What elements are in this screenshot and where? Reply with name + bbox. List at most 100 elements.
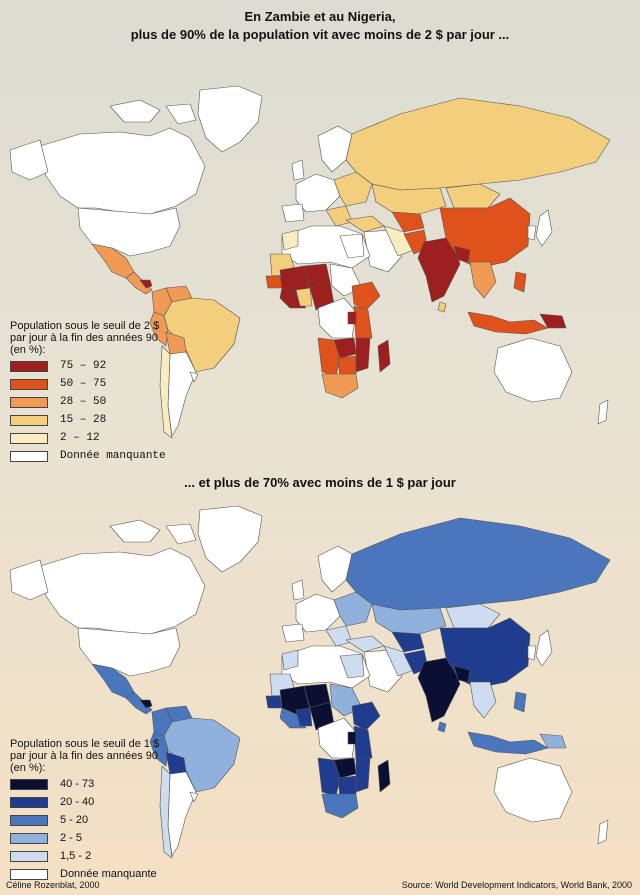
senegal-gambia xyxy=(265,275,283,289)
legend-swatch xyxy=(10,868,48,880)
sri-lanka xyxy=(437,721,447,733)
indonesia xyxy=(467,731,549,755)
angola-namibia xyxy=(317,757,341,797)
scandinavia xyxy=(317,545,353,593)
bangladesh-nepal xyxy=(453,245,471,263)
arctic-islands xyxy=(109,519,197,545)
ethiopia xyxy=(351,701,381,731)
morocco xyxy=(281,229,299,251)
legend-label: 28 – 50 xyxy=(60,396,107,408)
kenya-tanzania xyxy=(353,305,373,341)
bottom-map-title: ... et plus de 70% avec moins de 1 $ par… xyxy=(184,475,456,490)
legend-label: 1,5 - 2 xyxy=(60,850,92,862)
iberia xyxy=(281,623,305,643)
new-zealand xyxy=(597,399,609,425)
chile xyxy=(159,765,173,859)
usa xyxy=(77,627,181,677)
mongolia xyxy=(445,603,501,629)
legend-label: 20 - 40 xyxy=(60,796,95,808)
central-america xyxy=(125,691,153,715)
central-america xyxy=(125,271,153,295)
burkina-ghana xyxy=(295,707,313,727)
mainland-sea xyxy=(469,681,497,719)
ethiopia xyxy=(351,281,381,311)
legend-2-dollar: Population sous le seuil de 2 $ par jour… xyxy=(10,320,175,464)
legend-label: 2 - 5 xyxy=(60,832,83,844)
alaska xyxy=(9,559,49,601)
legend-swatch xyxy=(10,396,48,408)
indonesia xyxy=(467,311,549,335)
korea xyxy=(527,225,537,241)
top-map-title: En Zambie et au Nigeria, plus de 90% de … xyxy=(0,8,640,44)
legend-item: 50 – 75 xyxy=(10,376,175,392)
data-source: Source: World Development Indicators, Wo… xyxy=(401,880,632,890)
greenland xyxy=(197,85,263,153)
papua xyxy=(539,313,567,329)
greenland xyxy=(197,505,263,573)
uruguay xyxy=(189,791,199,803)
legend-item: 40 - 73 xyxy=(10,776,175,792)
japan xyxy=(535,629,553,667)
uganda-rwanda xyxy=(347,731,357,745)
top-title-line1: En Zambie et au Nigeria, xyxy=(244,9,396,24)
arctic-islands xyxy=(109,99,197,125)
alaska xyxy=(9,139,49,181)
mozambique xyxy=(355,337,371,373)
iberia xyxy=(281,203,305,223)
western-europe xyxy=(295,593,341,633)
peru xyxy=(149,311,169,347)
south-africa xyxy=(321,373,359,399)
legend-item: Donnée manquante xyxy=(10,866,175,882)
legend-title: Population sous le seuil de 2 $ par jour… xyxy=(10,320,160,356)
bangladesh-nepal xyxy=(453,665,471,683)
legend-item: 2 - 5 xyxy=(10,830,175,846)
mozambique xyxy=(355,757,371,793)
korea xyxy=(527,645,537,661)
chile xyxy=(159,345,173,439)
legend-title: Population sous le seuil de 1 $ par jour… xyxy=(10,738,160,774)
legend-label: 15 – 28 xyxy=(60,414,107,426)
legend-swatch xyxy=(10,850,48,862)
legend-swatch xyxy=(10,378,48,390)
legend-item: 75 – 92 xyxy=(10,358,175,374)
western-europe xyxy=(295,173,341,213)
top-title-line2: plus de 90% de la population vit avec mo… xyxy=(130,27,510,42)
legend-swatch xyxy=(10,778,48,790)
legend-label: 5 - 20 xyxy=(60,814,89,826)
russia xyxy=(345,517,611,611)
australia xyxy=(493,337,573,403)
legend-1-dollar: Population sous le seuil de 1 $ par jour… xyxy=(10,738,175,882)
madagascar xyxy=(377,759,391,793)
legend-swatch xyxy=(10,832,48,844)
uruguay xyxy=(189,371,199,383)
scandinavia xyxy=(317,125,353,173)
legend-label: 2 – 12 xyxy=(60,432,100,444)
legend-swatch xyxy=(10,432,48,444)
legend-swatch xyxy=(10,796,48,808)
poverty-2-dollar-map xyxy=(9,85,611,439)
canada xyxy=(39,127,206,215)
honduras xyxy=(139,699,153,709)
honduras xyxy=(139,279,153,289)
philippines xyxy=(513,691,527,713)
legend-item: 1,5 - 2 xyxy=(10,848,175,864)
legend-item: Donnée manquante xyxy=(10,448,175,464)
sri-lanka xyxy=(437,301,447,313)
central-asia xyxy=(391,631,425,653)
usa xyxy=(77,207,181,257)
egypt xyxy=(339,653,365,679)
poverty-1-dollar-map xyxy=(9,505,611,859)
legend-item: 15 – 28 xyxy=(10,412,175,428)
legend-item: 5 - 20 xyxy=(10,812,175,828)
kenya-tanzania xyxy=(353,725,373,761)
philippines xyxy=(513,271,527,293)
legend-item: 20 - 40 xyxy=(10,794,175,810)
japan xyxy=(535,209,553,247)
legend-item: 28 – 50 xyxy=(10,394,175,410)
mongolia xyxy=(445,183,501,209)
turkey xyxy=(345,635,385,653)
legend-label: 75 – 92 xyxy=(60,360,107,372)
legend-label: Donnée manquante xyxy=(60,868,157,880)
burkina-ghana xyxy=(295,287,313,307)
uk xyxy=(291,579,305,601)
